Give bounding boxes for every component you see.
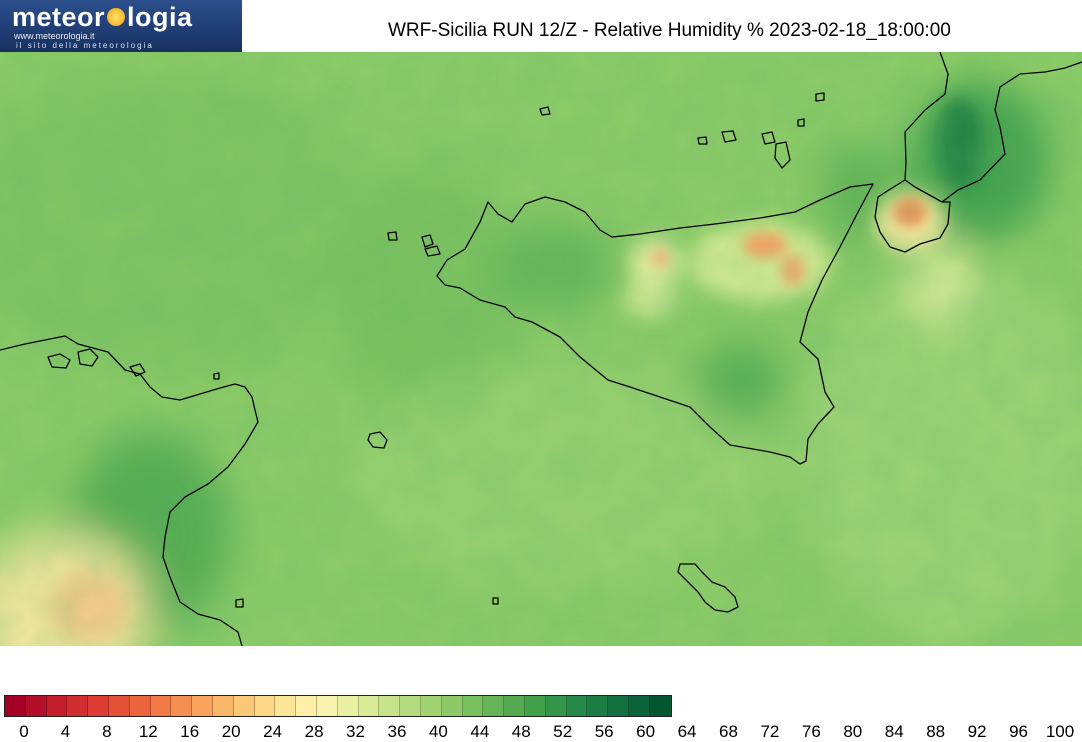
colorbar-swatch (233, 696, 255, 716)
colorbar-tick-label: 32 (346, 722, 365, 741)
colorbar-swatch (296, 696, 317, 716)
colorbar-tick-label: 88 (926, 722, 946, 741)
colorbar-swatch (358, 696, 380, 716)
colorbar-tick-label: 20 (221, 722, 241, 741)
island-ustica (539, 106, 551, 116)
calabria-coast (904, 52, 1082, 203)
colorbar-swatch (275, 696, 297, 716)
colorbar-tick-label: 0 (19, 722, 29, 741)
logo-tagline: il sito della meteorologia (16, 41, 154, 50)
colorbar-swatch (171, 696, 193, 716)
island-aeolian-lipari (774, 141, 791, 169)
logo-wordmark: meteor logia (12, 2, 193, 33)
colorbar-swatch (46, 696, 68, 716)
logo-brand-right: logia (127, 2, 193, 32)
colorbar-tick-label: 4 (60, 722, 71, 741)
island-tunisian-1 (129, 363, 146, 377)
colorbar-tick-label: 12 (138, 722, 158, 741)
island-tunisian-2 (213, 372, 220, 380)
island-egadi-1 (421, 234, 434, 248)
humidity-colorbar (4, 695, 672, 717)
island-aeolian-1 (697, 136, 708, 145)
colorbar-tick-label: 28 (304, 722, 324, 741)
colorbar-swatch (441, 696, 463, 716)
colorbar-swatch (420, 696, 442, 716)
colorbar-swatch (192, 696, 213, 716)
colorbar-swatch (483, 696, 505, 716)
sicily-coast (436, 183, 874, 465)
tunisia-coast (0, 335, 259, 646)
colorbar-swatch (587, 696, 609, 716)
colorbar-swatch (566, 696, 588, 716)
colorbar-tick-label: 40 (428, 722, 448, 741)
colorbar-swatch (316, 696, 338, 716)
calabria-toe-coast (874, 179, 951, 253)
colorbar-tick-label: 64 (677, 722, 697, 741)
colorbar-swatch (150, 696, 172, 716)
sun-icon (107, 7, 126, 26)
island-zembra (47, 353, 71, 369)
colorbar-tick-label: 48 (511, 722, 531, 741)
colorbar-swatch (545, 696, 567, 716)
colorbar-swatch (524, 696, 546, 716)
colorbar-tick-label: 80 (843, 722, 863, 741)
colorbar-tick-label: 16 (180, 722, 200, 741)
island-aeolian-3 (761, 131, 776, 145)
colorbar-tick-label: 56 (594, 722, 614, 741)
colorbar-swatch (379, 696, 401, 716)
humidity-field (0, 52, 1082, 646)
colorbar-swatch (25, 696, 47, 716)
meteorologia-logo: meteor logia www.meteorologia.it il sito … (0, 0, 242, 52)
colorbar-tick-label: 92 (967, 722, 987, 741)
island-linosa (492, 597, 499, 605)
colorbar-tick-label: 100 (1045, 722, 1075, 741)
colorbar-tick-label: 60 (636, 722, 656, 741)
island-aeolian-stromboli (815, 92, 825, 102)
island-aeolian-panarea (797, 118, 805, 127)
colorbar-ticks: 0 4 8 12 16 20 24 28 32 36 40 44 48 52 56 60 64 68 72 76 80 8… (4, 722, 1082, 741)
colorbar-swatch (400, 696, 421, 716)
colorbar-swatch (67, 696, 89, 716)
colorbar-swatch (254, 696, 276, 716)
colorbar-swatch (337, 696, 359, 716)
colorbar-tick-label: 52 (553, 722, 573, 741)
colorbar-swatch (212, 696, 234, 716)
island-cap-bon (77, 348, 99, 367)
humidity-map (0, 52, 1082, 646)
colorbar-swatch (608, 696, 629, 716)
colorbar-tick-label: 72 (760, 722, 780, 741)
island-kerkennah (235, 598, 244, 608)
colorbar-swatch (504, 696, 525, 716)
colorbar-tick-label: 36 (387, 722, 407, 741)
island-egadi-3 (424, 245, 441, 257)
logo-brand-left: meteor (12, 2, 106, 32)
colorbar-tick-label: 96 (1009, 722, 1029, 741)
island-aeolian-2 (721, 130, 737, 143)
island-malta (677, 563, 739, 613)
colorbar-swatch (129, 696, 151, 716)
coastlines (0, 52, 1082, 646)
logo-url: www.meteorologia.it (14, 31, 95, 41)
colorbar-tick-label: 68 (719, 722, 738, 741)
island-pantelleria (367, 431, 388, 449)
colorbar-swatch (108, 696, 130, 716)
colorbar-swatch (649, 696, 671, 716)
colorbar-tick-label: 8 (102, 722, 112, 741)
colorbar-tick-label: 24 (263, 722, 283, 741)
island-egadi-2 (387, 231, 398, 241)
colorbar-swatch (88, 696, 109, 716)
colorbar-tick-label: 76 (801, 722, 821, 741)
colorbar-swatch (628, 696, 650, 716)
colorbar-tick-label: 84 (884, 722, 904, 741)
colorbar-tick-label: 44 (470, 722, 490, 741)
map-title: WRF-Sicilia RUN 12/Z - Relative Humidity… (388, 20, 951, 41)
colorbar-swatch (462, 696, 484, 716)
colorbar-swatch (5, 696, 26, 716)
